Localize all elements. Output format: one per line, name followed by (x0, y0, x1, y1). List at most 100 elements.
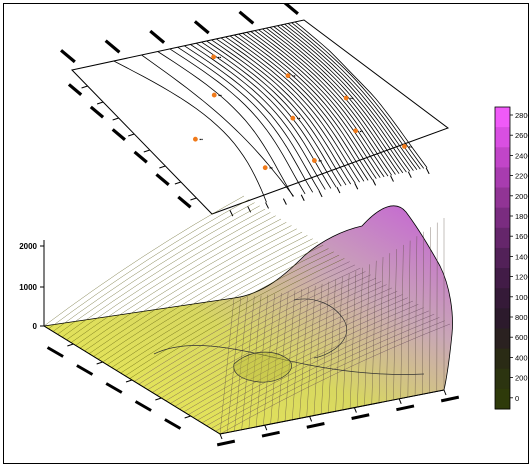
base-tick (265, 425, 267, 430)
z-tick-label-0: 0 (33, 322, 38, 331)
map-edge-tick (373, 179, 376, 185)
map-top-edge-label (283, 4, 299, 15)
colorbar-tick-label: 600 (515, 333, 528, 342)
map-left-edge-label (112, 128, 126, 141)
colorbar-cell (495, 369, 510, 390)
well-marker (353, 128, 358, 133)
map-left-edge-label (134, 151, 148, 164)
contour-map-plane (72, 20, 448, 214)
map-left-edge-label (177, 196, 191, 209)
colorbar-cells (495, 107, 510, 410)
colorbar-cell (495, 288, 510, 309)
colorbar-labels: 2800260024002200200018001600140012001000… (510, 111, 528, 403)
colorbar-cell (495, 127, 510, 148)
well-marker (286, 73, 291, 78)
base-tick (185, 416, 191, 418)
colorbar-tick-label: 800 (515, 313, 528, 322)
base-left-label (105, 382, 122, 394)
colorbar-tick-label: 1600 (515, 232, 528, 241)
base-front-label (441, 396, 459, 403)
map-edge-tick (175, 182, 181, 184)
map-edge-tick (426, 168, 429, 174)
base-tick (310, 416, 312, 421)
base-left-label (76, 364, 93, 376)
colorbar-cell (495, 389, 510, 410)
colorbar-cell (495, 248, 510, 269)
map-edge-tick (390, 176, 393, 182)
colorbar-tick-label: 2400 (515, 151, 528, 160)
map-edge-tick (82, 86, 88, 88)
map-edge-tick (266, 202, 269, 208)
well-marker (402, 144, 407, 149)
well-label: ▪▪ (269, 166, 273, 172)
well-label: ▪▪ (297, 116, 301, 122)
map-edge-tick (337, 187, 340, 193)
map-edge-tick (301, 195, 304, 201)
colorbar-tick-label: 1400 (515, 252, 528, 261)
base-front-label (351, 413, 369, 420)
colorbar-cell (495, 107, 510, 128)
well-marker (212, 93, 217, 98)
map-edge-tick (355, 183, 358, 189)
colorbar-tick-label: 200 (515, 374, 528, 383)
map-top-edge-label (60, 49, 76, 63)
colorbar-cell (495, 228, 510, 249)
colorbar-cell (495, 308, 510, 329)
base-left-label (164, 418, 181, 430)
colorbar-tick-label: 1800 (515, 212, 528, 221)
figure-frame: ▪▪▪▪▪▪▪▪▪▪▪▪▪▪▪▪▪▪▪▪ 2000 1000 0 (3, 3, 529, 464)
well-label: ▪▪ (292, 74, 296, 80)
colorbar-cell (495, 208, 510, 229)
base-left-label (135, 400, 152, 412)
map-edge-tick (408, 172, 411, 178)
well-label: ▪▪ (218, 93, 222, 99)
colorbar-cell (495, 268, 510, 289)
colorbar-tick-label: 0 (515, 394, 519, 403)
colorbar-cell (495, 188, 510, 209)
surface-mesh (44, 206, 453, 434)
base-front-label (306, 422, 324, 429)
well-marker (344, 96, 349, 101)
well-label: ▪▪ (408, 144, 412, 150)
contour-map: ▪▪ ▪▪ ▪▪ ▪▪ ▪▪ ▪▪ ▪▪ ▪▪ ▪▪ ▪▪ (60, 4, 448, 216)
colorbar-tick-label: 2800 (515, 111, 528, 120)
map-left-edge-label (90, 106, 104, 119)
colorbar-tick-label: 2000 (515, 192, 528, 201)
well-marker (290, 116, 295, 121)
well-label: ▪▪ (350, 96, 354, 102)
base-front-label (396, 404, 414, 411)
well-marker (312, 158, 317, 163)
map-edge-tick (319, 191, 322, 197)
well-marker (193, 137, 198, 142)
map-edge-tick (97, 102, 103, 104)
colorbar-tick-label: 1200 (515, 273, 528, 282)
base-front-label (262, 431, 280, 438)
surface-plot: 2000 1000 0 (19, 196, 459, 446)
colorbar-cell (495, 328, 510, 349)
well-label: ▪▪ (360, 129, 364, 135)
z-tick-label-2000: 2000 (19, 242, 37, 251)
base-tick (354, 408, 356, 413)
well-label: ▪▪ (199, 137, 203, 143)
map-top-edge-label (194, 20, 210, 34)
map-left-edge-label (68, 83, 82, 96)
colorbar: 2800260024002200200018001600140012001000… (495, 107, 528, 410)
base-tick (67, 344, 73, 346)
base-tick (97, 362, 103, 364)
map-edge-tick (144, 150, 150, 152)
colorbar-tick-label: 400 (515, 353, 528, 362)
well-label: ▪▪ (218, 55, 222, 61)
map-edge-tick (113, 118, 119, 120)
z-tick-label-1000: 1000 (19, 283, 37, 292)
map-edge-tick (159, 166, 165, 168)
map-edge-tick (190, 198, 196, 200)
map-top-edge-label (238, 11, 254, 25)
well-label: ▪▪ (318, 159, 322, 165)
base-tick (399, 399, 401, 404)
map-top-edge-label (149, 30, 165, 44)
map-top-edge-label (105, 39, 121, 53)
colorbar-tick-label: 2600 (515, 131, 528, 140)
map-left-edge-label (155, 173, 169, 186)
map-edge-tick (128, 134, 134, 136)
colorbar-cell (495, 349, 510, 370)
